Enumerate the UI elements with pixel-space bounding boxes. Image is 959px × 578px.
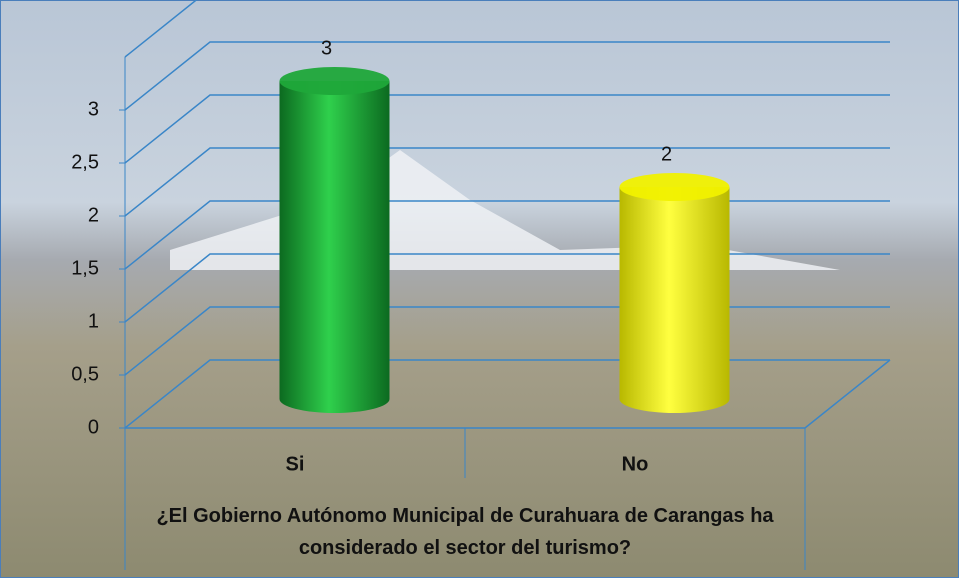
data-label: 3 (321, 37, 332, 59)
y-tick-label: 2 (88, 204, 99, 226)
bar (280, 67, 390, 413)
cylinder-top (620, 173, 730, 201)
y-tick-label: 3 (88, 98, 99, 120)
x-tick-label: Si (286, 453, 305, 475)
background (0, 0, 959, 578)
y-tick-label: 0 (88, 416, 99, 438)
y-tick-label: 0,5 (71, 363, 99, 385)
x-axis-title: ¿El Gobierno Autónomo Municipal de Curah… (125, 500, 805, 564)
x-tick-label: No (622, 453, 649, 475)
cylinder-body (280, 81, 390, 413)
data-label: 2 (661, 143, 672, 165)
y-tick-label: 1,5 (71, 257, 99, 279)
cylinder-top (280, 67, 390, 95)
y-tick-label: 1 (88, 310, 99, 332)
y-tick-label: 2,5 (71, 151, 99, 173)
cylinder-body (620, 187, 730, 413)
page: 0 0,5 1 1,5 2 2,5 3 Si 3 No 2 ¿El Gobierno Autónom… (0, 0, 959, 578)
bar (620, 173, 730, 413)
chart: 0 0,5 1 1,5 2 2,5 3 Si 3 No 2 (0, 0, 959, 578)
